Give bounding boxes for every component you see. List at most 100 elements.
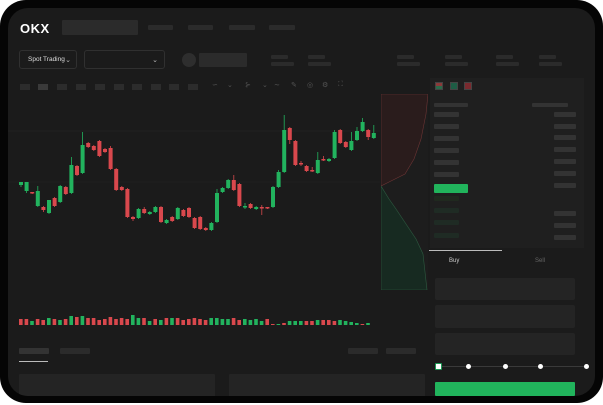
candle-body	[366, 130, 371, 137]
slider-handle[interactable]	[435, 363, 442, 370]
nav-item[interactable]	[148, 25, 173, 30]
candle-body	[220, 188, 225, 192]
slider-stop[interactable]	[584, 364, 589, 369]
order-book-amount	[554, 183, 576, 188]
nav-item[interactable]	[188, 25, 213, 30]
timeframe-button[interactable]	[20, 84, 30, 90]
stat-value	[308, 62, 331, 66]
candle-body	[310, 170, 315, 172]
amount-input[interactable]	[435, 305, 575, 328]
candle-body	[192, 218, 197, 228]
pencil-icon[interactable]: ✎	[291, 82, 297, 89]
candle	[24, 182, 29, 193]
candle-body	[80, 145, 85, 173]
candlestick-chart[interactable]	[8, 92, 380, 332]
candle-body	[293, 141, 298, 165]
slider-stop[interactable]	[466, 364, 471, 369]
nav-item[interactable]	[269, 25, 295, 30]
filter-button[interactable]	[386, 348, 416, 354]
chevron-down-icon[interactable]: ⌄	[227, 82, 233, 89]
candle	[248, 203, 253, 209]
volume-bar	[198, 319, 202, 325]
slider-stop[interactable]	[503, 364, 508, 369]
candle	[355, 127, 359, 141]
tab-order-history[interactable]	[60, 348, 90, 354]
candle	[220, 187, 225, 193]
candle	[198, 216, 203, 230]
timeframe-button[interactable]	[114, 84, 124, 90]
candle-body	[237, 184, 242, 206]
timeframe-button-active[interactable]	[38, 84, 48, 90]
nav-item[interactable]	[229, 25, 255, 30]
timeframe-button[interactable]	[57, 84, 67, 90]
tab-open-orders[interactable]	[19, 348, 49, 354]
timeframe-button[interactable]	[151, 84, 161, 90]
chevron-down-icon[interactable]: ⌄	[262, 82, 268, 89]
candle-body	[304, 166, 309, 171]
timeframe-button[interactable]	[76, 84, 86, 90]
candle-body	[119, 187, 124, 190]
volume-bar	[69, 316, 73, 325]
book-asks-icon[interactable]	[464, 82, 472, 90]
price-input[interactable]	[435, 278, 575, 300]
active-tab-underline	[19, 361, 48, 362]
volume-bar	[97, 320, 101, 325]
candle	[114, 168, 119, 191]
candle-body	[86, 143, 91, 147]
volume-bar	[136, 318, 141, 325]
candle	[209, 222, 214, 231]
stat-value	[445, 62, 468, 66]
chart-type-icon[interactable]: ∽	[212, 82, 218, 89]
indicator-icon[interactable]: ⊱	[245, 82, 251, 89]
okx-logo[interactable]: OKX	[20, 21, 50, 36]
tab-sell[interactable]: Sell	[535, 258, 546, 264]
settings-icon[interactable]: ⚙	[322, 82, 329, 89]
slider-track[interactable]	[439, 366, 587, 367]
filter-button[interactable]	[348, 348, 378, 354]
pair-dropdown[interactable]: ⌄	[84, 50, 165, 69]
book-both-icon[interactable]	[435, 82, 443, 90]
timeframe-button[interactable]	[169, 84, 179, 90]
timeframe-button[interactable]	[95, 84, 105, 90]
volume-bar	[75, 317, 79, 325]
candle-body	[114, 169, 119, 190]
candle-body	[371, 133, 376, 138]
candle	[136, 208, 141, 219]
search-placeholder[interactable]	[62, 20, 138, 35]
candle	[203, 227, 208, 231]
candle	[80, 132, 85, 174]
slider-stop[interactable]	[538, 364, 543, 369]
candle	[69, 157, 74, 194]
candle-body	[209, 223, 214, 230]
candle	[63, 186, 68, 195]
volume-bar	[114, 319, 118, 325]
candle-body	[343, 142, 348, 147]
line-tool-icon[interactable]: ∼	[274, 82, 280, 89]
candle-body	[187, 208, 191, 217]
candle-body	[164, 220, 169, 223]
order-book-price	[434, 220, 459, 225]
fullscreen-icon[interactable]: ⛶	[338, 81, 343, 88]
timeframe-button[interactable]	[132, 84, 142, 90]
stat-label	[271, 55, 288, 59]
buy-submit-button[interactable]	[435, 382, 575, 396]
candle	[75, 165, 79, 176]
order-book-price	[434, 148, 459, 153]
tab-buy[interactable]: Buy	[449, 258, 460, 264]
book-bids-icon[interactable]	[450, 82, 458, 90]
volume-bar	[147, 321, 152, 325]
candle	[237, 183, 242, 207]
candle-body	[349, 141, 354, 150]
candle	[360, 118, 365, 132]
volume-bar	[265, 319, 269, 325]
candle	[304, 165, 309, 172]
total-input[interactable]	[435, 333, 575, 355]
market-type-dropdown[interactable]: Spot Trading ⌄	[19, 50, 77, 69]
candle	[271, 186, 275, 208]
timeframe-button[interactable]	[188, 84, 198, 90]
candle	[142, 207, 147, 214]
camera-icon[interactable]: ◎	[307, 82, 314, 89]
candle-body	[299, 163, 303, 165]
volume-bar	[276, 324, 281, 325]
